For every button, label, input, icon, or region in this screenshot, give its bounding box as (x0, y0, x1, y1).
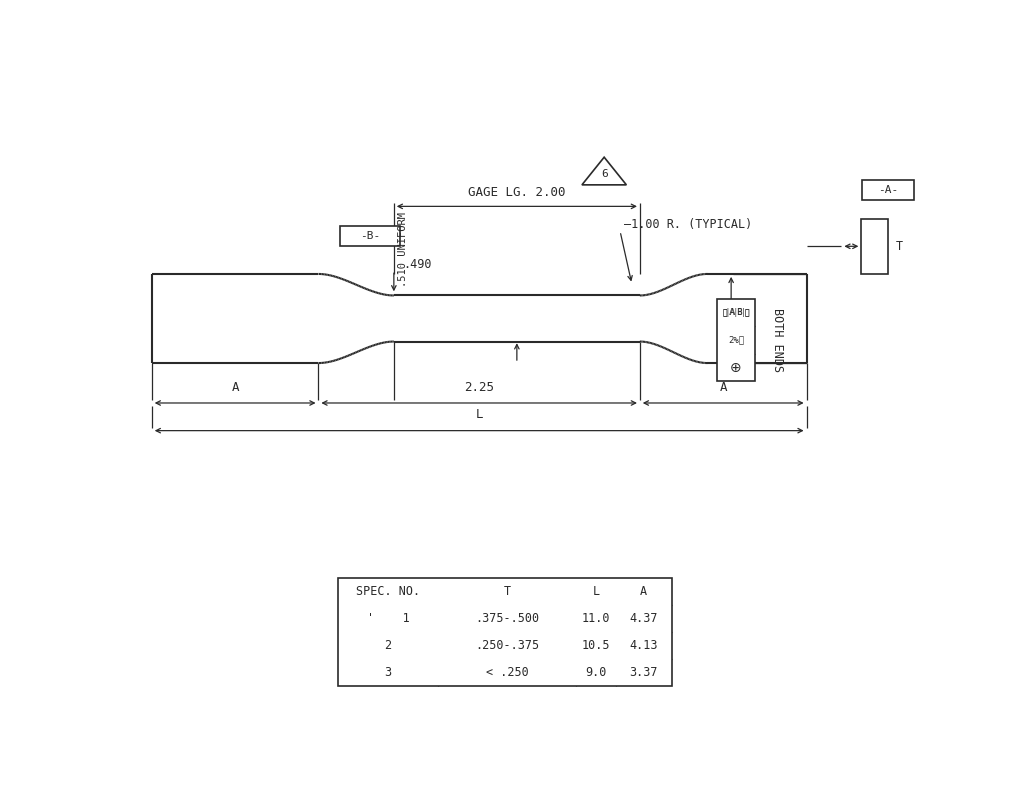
Text: A: A (720, 381, 727, 393)
Text: ⊕: ⊕ (730, 361, 741, 374)
Text: SPEC. NO.: SPEC. NO. (356, 585, 420, 598)
Text: 3: 3 (384, 666, 391, 679)
Text: .375-.500: .375-.500 (475, 612, 539, 625)
Bar (862, 180, 913, 200)
Text: A: A (231, 381, 239, 393)
Text: .490: .490 (403, 259, 432, 271)
Text: -A-: -A- (878, 185, 898, 195)
Text: 2.25: 2.25 (464, 381, 495, 393)
Text: 10.5: 10.5 (582, 639, 610, 652)
Text: 6: 6 (601, 168, 607, 179)
Text: .250-.375: .250-.375 (475, 639, 539, 652)
Bar (717, 298, 755, 381)
Text: 4.37: 4.37 (630, 612, 658, 625)
Text: < .250: < .250 (485, 666, 528, 679)
Text: A: A (640, 585, 647, 598)
Text: L: L (593, 585, 600, 598)
Text: 3.37: 3.37 (630, 666, 658, 679)
Bar (340, 226, 400, 247)
Text: -B-: -B- (359, 231, 380, 241)
Text: 4.13: 4.13 (630, 639, 658, 652)
Bar (861, 219, 888, 274)
Bar (338, 578, 672, 685)
Text: 2: 2 (384, 639, 391, 652)
Text: GAGE LG. 2.00: GAGE LG. 2.00 (468, 186, 565, 199)
Text: Ⓢ|A|B|Ⓢ: Ⓢ|A|B|Ⓢ (722, 308, 750, 317)
Text: T: T (504, 585, 511, 598)
Text: 0.75: 0.75 (737, 304, 751, 333)
Text: BOTH ENDS: BOTH ENDS (771, 308, 783, 372)
Text: T: T (896, 240, 903, 253)
Text: 11.0: 11.0 (582, 612, 610, 625)
Text: .510 UNIFORM: .510 UNIFORM (398, 212, 409, 286)
Text: 2%Ⓢ: 2%Ⓢ (728, 335, 744, 345)
Text: '    1: ' 1 (367, 612, 410, 625)
Text: L: L (475, 409, 483, 421)
Text: 9.0: 9.0 (586, 666, 607, 679)
Text: —1.00 R. (TYPICAL): —1.00 R. (TYPICAL) (624, 219, 753, 231)
Text: Ⓢ A B Ⓢ: Ⓢ A B Ⓢ (723, 308, 750, 317)
